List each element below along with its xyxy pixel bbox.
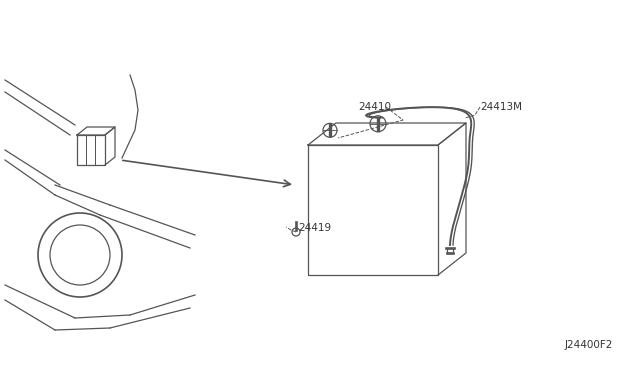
Text: 24419: 24419 (298, 223, 331, 233)
Text: J24400F2: J24400F2 (565, 340, 613, 350)
Text: 24410: 24410 (358, 102, 391, 112)
Text: 24413M: 24413M (480, 102, 522, 112)
